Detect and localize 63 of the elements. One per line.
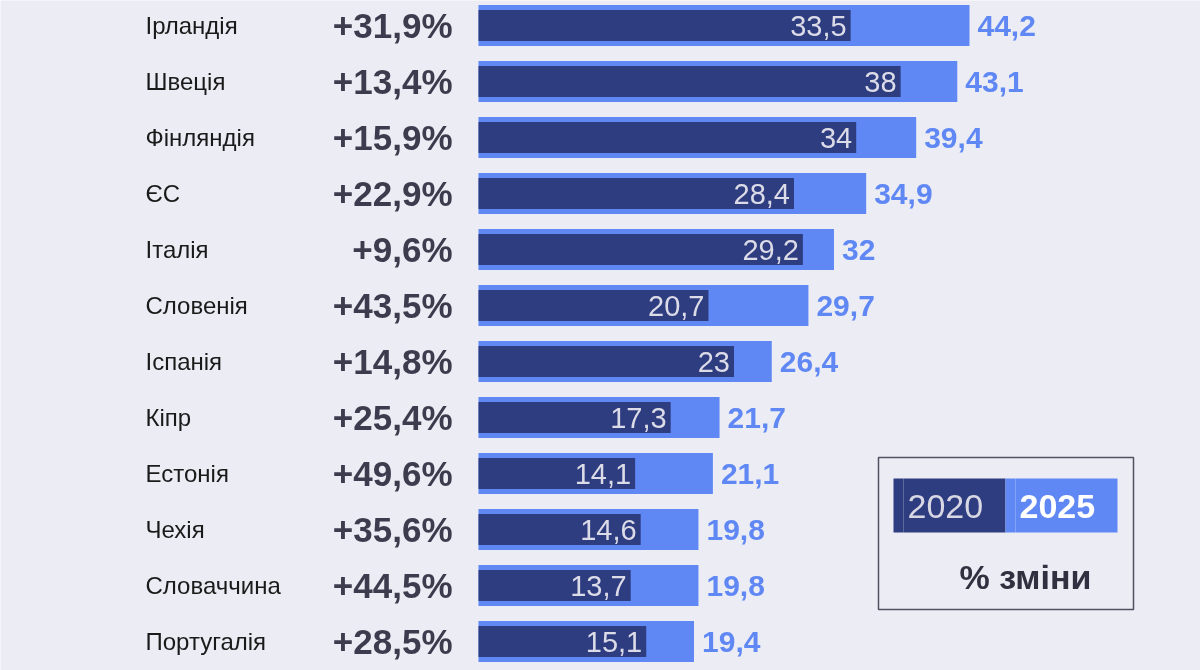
text: +43,5% bbox=[332, 286, 453, 325]
bar bbox=[478, 514, 641, 545]
y-tick-label: Швеція bbox=[145, 68, 226, 95]
y-tick-label: Португалія bbox=[145, 628, 267, 655]
text: +25,4% bbox=[332, 398, 453, 437]
data-label: 33,5 bbox=[790, 9, 847, 42]
data-label: 14,6 bbox=[580, 513, 637, 546]
y-tick-label: ЄС bbox=[145, 180, 181, 207]
y-tick-label: Фінляндія bbox=[145, 124, 255, 151]
data-label: 23 bbox=[697, 345, 731, 378]
bar bbox=[478, 66, 901, 97]
data-label: 19,4 bbox=[702, 624, 761, 658]
data-label: 28,4 bbox=[733, 177, 790, 210]
data-label: 34,9 bbox=[874, 176, 933, 210]
bar bbox=[478, 458, 636, 489]
y-tick-label: Кіпр bbox=[145, 404, 192, 431]
data-label: 17,3 bbox=[610, 401, 667, 434]
legend-label: 2025 bbox=[1019, 487, 1096, 525]
legend-title: % зміни bbox=[959, 557, 1092, 596]
data-label: 13,7 bbox=[570, 569, 627, 602]
text: +35,6% bbox=[332, 510, 453, 549]
text: +44,5% bbox=[332, 566, 453, 605]
y-tick-label: Естонія bbox=[145, 460, 229, 487]
bar bbox=[478, 626, 647, 657]
data-label: 19,8 bbox=[706, 512, 765, 546]
text: +15,9% bbox=[332, 118, 453, 157]
y-tick-label: Словаччина bbox=[145, 572, 282, 599]
bar bbox=[478, 402, 671, 433]
data-label: 20,7 bbox=[648, 289, 705, 322]
data-label: 15,1 bbox=[585, 625, 643, 658]
data-label: 29,7 bbox=[816, 288, 875, 322]
y-tick-label: Ірландія bbox=[145, 12, 238, 39]
text: +31,9% bbox=[332, 6, 453, 45]
data-label: 34 bbox=[819, 121, 853, 154]
data-label: 43,1 bbox=[965, 64, 1024, 98]
text: +22,9% bbox=[332, 174, 453, 213]
text: +9,6% bbox=[352, 230, 453, 269]
text: +28,5% bbox=[332, 622, 453, 661]
data-label: 19,8 bbox=[706, 568, 765, 602]
data-label: 32 bbox=[841, 232, 876, 266]
y-tick-label: Іспанія bbox=[145, 348, 223, 375]
data-label: 29,2 bbox=[742, 233, 799, 266]
text: +49,6% bbox=[332, 454, 453, 493]
data-label: 38 bbox=[864, 65, 897, 98]
y-tick-label: Словенія bbox=[145, 292, 248, 319]
data-label: 14,1 bbox=[574, 457, 632, 490]
data-label: 26,4 bbox=[779, 344, 839, 378]
y-tick-label: Чехія bbox=[145, 516, 205, 543]
bar bbox=[478, 570, 631, 601]
bar bbox=[478, 346, 734, 377]
bar bbox=[478, 234, 803, 265]
data-label: 44,2 bbox=[977, 8, 1036, 42]
data-label: 39,4 bbox=[924, 120, 983, 154]
data-label: 21,7 bbox=[727, 400, 786, 434]
bar bbox=[478, 122, 857, 153]
bar bbox=[478, 178, 794, 209]
legend-label: 2020 bbox=[907, 487, 984, 525]
text: +14,8% bbox=[332, 342, 453, 381]
bar bbox=[478, 10, 851, 41]
text: +13,4% bbox=[332, 62, 453, 101]
bar bbox=[478, 290, 709, 321]
data-label: 21,1 bbox=[720, 456, 780, 490]
y-tick-label: Італія bbox=[145, 236, 209, 263]
